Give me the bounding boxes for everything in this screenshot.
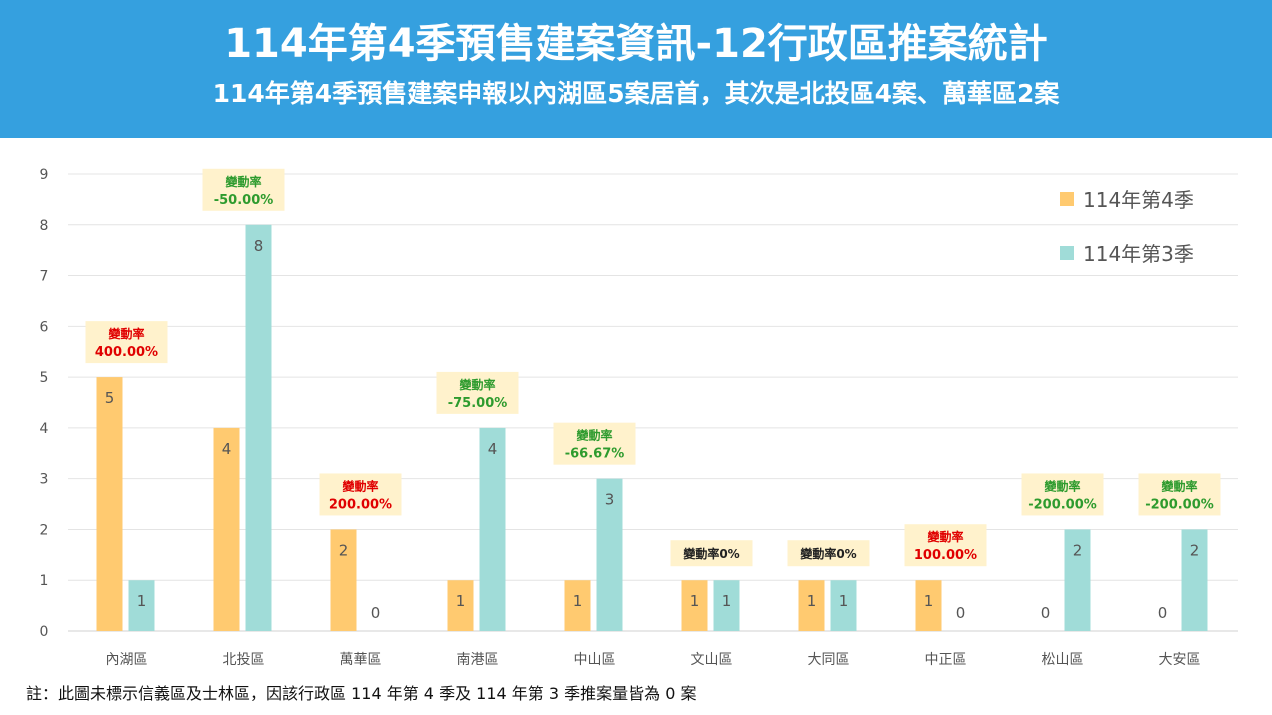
bar-value-label: 1 (456, 592, 466, 610)
y-tick-label: 8 (40, 218, 49, 234)
y-tick-label: 4 (40, 421, 49, 437)
bar-value-label: 8 (254, 237, 264, 255)
change-rate-label: 變動率 (458, 377, 495, 392)
legend-swatch (1060, 192, 1074, 206)
bar-q3 (245, 224, 272, 631)
bar-q4 (213, 427, 240, 631)
bar-q4 (798, 580, 825, 631)
bar-value-label: 1 (137, 592, 147, 610)
bar-value-label: 0 (371, 604, 381, 622)
bar-value-label: 2 (1073, 541, 1083, 559)
bar-q4 (96, 377, 123, 631)
bar-q3 (479, 427, 506, 631)
change-rate-box (787, 540, 870, 567)
change-rate-box (436, 371, 519, 414)
bar-value-label: 1 (690, 592, 700, 610)
change-rate-box (553, 422, 636, 465)
bar-value-label: 2 (1190, 541, 1200, 559)
change-rate-label: 變動率 (341, 478, 378, 493)
y-tick-label: 3 (40, 472, 49, 488)
bar-q3 (1181, 529, 1208, 631)
bar-value-label: 2 (339, 541, 349, 559)
y-tick-label: 1 (40, 573, 49, 589)
bar-q4 (564, 580, 591, 631)
page-subtitle: 114年第4季預售建案申報以內湖區5案居首，其次是北投區4案、萬華區2案 (212, 79, 1060, 108)
change-rate-label: 變動率 (1160, 478, 1197, 493)
x-tick-label: 松山區 (1042, 652, 1084, 668)
bar-chart: 0 1 2 3 4 5 6 7 8 9 內湖區 5 1 變動率 400.00% 北投區 4 8 變動率 -50.00%… (40, 167, 1238, 668)
bar-q3 (1064, 529, 1091, 631)
change-rate-box (1138, 473, 1221, 516)
change-rate-label: 變動率 (926, 529, 963, 544)
bar-value-label: 1 (924, 592, 934, 610)
change-rate-label: 變動率 (224, 174, 261, 189)
bar-q3 (830, 580, 857, 631)
change-rate-value: 400.00% (95, 345, 158, 360)
change-rate-label: 變動率0% (682, 546, 739, 561)
change-rate-value: -75.00% (448, 396, 508, 411)
bar-value-label: 1 (573, 592, 583, 610)
bar-value-label: 0 (1041, 604, 1051, 622)
change-rate-value: -50.00% (214, 193, 274, 208)
bar-q3 (128, 580, 155, 631)
y-tick-label: 0 (40, 624, 49, 640)
legend-swatch (1060, 246, 1074, 260)
x-tick-label: 北投區 (223, 652, 265, 668)
bar-q3 (596, 478, 623, 631)
change-rate-box (319, 473, 402, 516)
y-tick-label: 9 (40, 167, 49, 183)
change-rate-box (1021, 473, 1104, 516)
bar-q4 (915, 580, 942, 631)
bar-q4 (447, 580, 474, 631)
bar-value-label: 1 (722, 592, 732, 610)
y-tick-label: 6 (40, 319, 49, 335)
y-tick-label: 2 (40, 522, 49, 538)
bar-value-label: 3 (605, 491, 615, 509)
change-rate-value: -200.00% (1145, 497, 1214, 512)
change-rate-value: 100.00% (914, 548, 977, 563)
bar-value-label: 4 (222, 440, 232, 458)
change-rate-label: 變動率 (575, 428, 612, 443)
x-tick-label: 中正區 (925, 652, 967, 668)
x-tick-label: 萬華區 (340, 652, 382, 668)
x-tick-label: 內湖區 (106, 652, 148, 668)
bar-value-label: 5 (105, 389, 115, 407)
change-rate-value: -200.00% (1028, 497, 1097, 512)
legend-label: 114年第3季 (1083, 242, 1194, 266)
change-rate-box (85, 321, 168, 364)
bar-value-label: 0 (1158, 604, 1168, 622)
bar-value-label: 0 (956, 604, 966, 622)
change-rate-value: -66.67% (565, 447, 625, 462)
y-tick-label: 7 (40, 269, 49, 285)
change-rate-box (904, 524, 987, 567)
change-rate-label: 變動率 (1043, 478, 1080, 493)
x-tick-label: 大同區 (808, 652, 850, 668)
change-rate-label: 變動率 (107, 326, 144, 341)
page-title: 114年第4季預售建案資訊-12行政區推案統計 (224, 21, 1048, 67)
header: 114年第4季預售建案資訊-12行政區推案統計 114年第4季預售建案申報以內湖… (0, 0, 1272, 138)
change-rate-value: 200.00% (329, 497, 392, 512)
bar-q3 (713, 580, 740, 631)
change-rate-label: 變動率0% (799, 546, 856, 561)
change-rate-box (670, 540, 753, 567)
y-tick-label: 5 (40, 370, 49, 386)
bar-value-label: 4 (488, 440, 498, 458)
bar-q4 (330, 529, 357, 631)
bar-value-label: 1 (839, 592, 849, 610)
bar-q4 (681, 580, 708, 631)
x-tick-label: 文山區 (691, 652, 733, 668)
legend-label: 114年第4季 (1083, 188, 1194, 212)
footnote: 註：此圖未標示信義區及士林區，因該行政區 114 年第 4 季及 114 年第 … (26, 684, 697, 703)
change-rate-box (202, 168, 285, 211)
x-tick-label: 中山區 (574, 652, 616, 668)
x-tick-label: 南港區 (457, 652, 499, 668)
x-tick-label: 大安區 (1159, 652, 1201, 668)
bar-value-label: 1 (807, 592, 817, 610)
